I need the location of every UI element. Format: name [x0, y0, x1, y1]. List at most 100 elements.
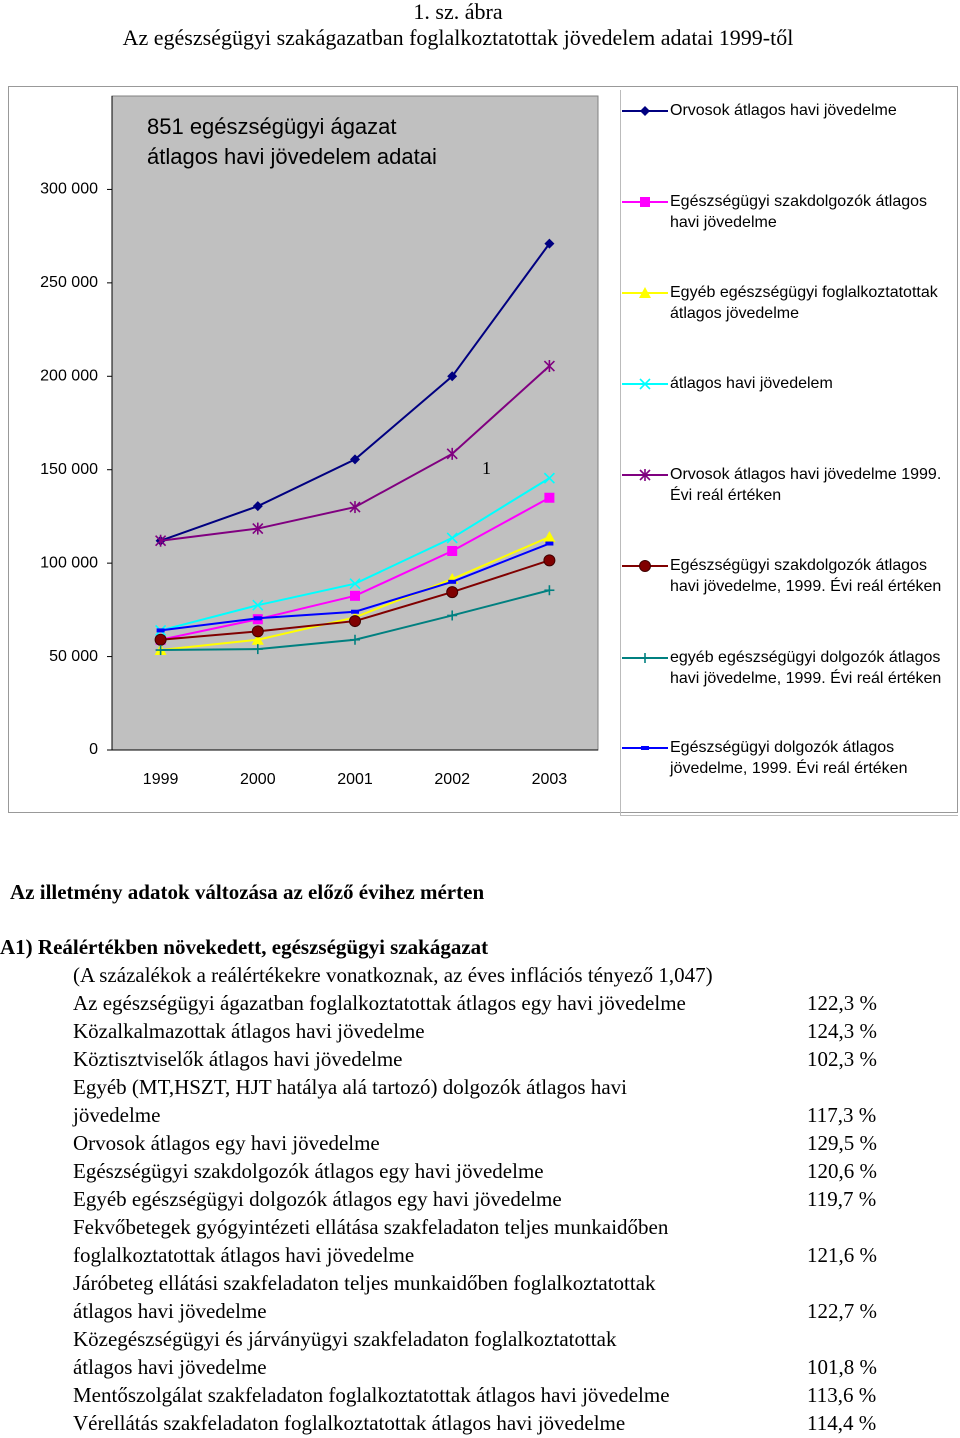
section-title: A1) Reálértékben növekedett, egészségügy…: [0, 935, 489, 959]
marker: [446, 586, 459, 599]
marker-shape: [154, 633, 167, 646]
plot-area: [111, 95, 599, 751]
marker-shape: [639, 560, 651, 572]
row-percent: 122,7 %: [807, 1299, 877, 1323]
figure-title: Az egészségügyi szakágazatban foglalkozt…: [122, 25, 794, 50]
marker-stroke: [639, 378, 651, 390]
row-percent: 117,3 %: [807, 1103, 877, 1127]
legend-symbol: [622, 560, 668, 572]
row-label: Az egészségügyi ágazatban foglalkoztatot…: [73, 991, 686, 1015]
x-tick-label: 2002: [434, 771, 470, 788]
marker-shape: [253, 616, 262, 621]
row-label: Köztisztviselők átlagos havi jövedelme: [73, 1047, 403, 1071]
row-label: foglalkoztatottak átlagos havi jövedelme: [73, 1243, 415, 1267]
marker: [639, 378, 651, 390]
marker: [640, 653, 650, 663]
marker: [640, 106, 650, 116]
row-label: Közegészségügyi és járványügyi szakfelad…: [73, 1327, 617, 1351]
marker-shape: [447, 371, 458, 382]
marker: [155, 645, 166, 656]
chart-title: átlagos havi jövedelem adatai: [147, 144, 437, 169]
legend-symbol: [622, 287, 668, 298]
row-label: Orvosok átlagos egy havi jövedelme: [73, 1131, 380, 1155]
marker: [543, 530, 556, 542]
marker-shape: [544, 238, 555, 249]
x-tick-label: 2003: [532, 771, 568, 788]
marker-stroke: [252, 599, 264, 611]
x-tick-label: 2001: [337, 771, 373, 788]
row-label: Vérellátás szakfeladaton foglalkoztatott…: [73, 1411, 626, 1435]
marker: [543, 360, 555, 373]
legend-label: Egyéb egészségügyi foglalkoztatottak átl…: [670, 284, 938, 322]
legend-label: Orvosok átlagos havi jövedelme 1999. Évi…: [670, 466, 942, 504]
marker: [639, 560, 651, 572]
marker-shape: [640, 197, 650, 207]
y-tick-label: 150 000: [40, 461, 98, 478]
marker: [252, 644, 263, 655]
marker: [251, 633, 264, 645]
marker: [154, 633, 167, 646]
marker-shape: [639, 287, 651, 298]
marker-shape: [545, 541, 554, 546]
series: [154, 554, 556, 646]
legend-symbol: [622, 106, 668, 116]
marker: [544, 492, 555, 503]
row-percent: 102,3 %: [807, 1047, 877, 1071]
series: [156, 541, 554, 633]
row-percent: 113,6 %: [807, 1383, 877, 1407]
marker-stroke: [446, 532, 458, 544]
row-label: Mentőszolgálat szakfeladaton foglalkozta…: [73, 1383, 670, 1407]
legend-symbol: [622, 746, 668, 750]
legend-symbol: [622, 469, 668, 481]
y-tick-label: 100 000: [40, 554, 98, 571]
row-label: Egyéb egészségügyi dolgozók átlagos egy …: [73, 1187, 562, 1211]
marker: [252, 599, 264, 611]
row-percent: 120,6 %: [807, 1159, 877, 1183]
heading: Az illetmény adatok változása az előző é…: [10, 880, 485, 904]
marker: [543, 472, 555, 484]
row-label: Járóbeteg ellátási szakfeladaton teljes …: [73, 1271, 656, 1295]
marker-stroke: [349, 578, 361, 590]
row-label: Egyéb (MT,HSZT, HJT hatálya alá tartozó)…: [73, 1075, 628, 1099]
marker: [350, 590, 360, 601]
chart: 851 egészségügyi ágazat átlagos havi jöve…: [8, 86, 958, 816]
marker: [350, 634, 360, 645]
y-tick-label: 50 000: [49, 648, 98, 665]
marker: [349, 501, 361, 514]
row-label: jövedelme: [73, 1103, 161, 1127]
series: [155, 585, 555, 656]
marker-shape: [447, 545, 458, 556]
series: [155, 360, 555, 547]
legend-label: Egészségügyi dolgozók átlagos jövedelme,…: [670, 739, 908, 777]
legend-label: Egészségügyi szakdolgozók átlagos havi j…: [670, 557, 942, 595]
marker: [640, 197, 650, 207]
row-label: átlagos havi jövedelme: [73, 1299, 267, 1323]
marker: [448, 579, 457, 584]
row-percent: 114,4 %: [807, 1411, 877, 1435]
marker-shape: [640, 106, 650, 116]
chart-title: 851 egészségügyi ágazat: [147, 114, 397, 139]
marker: [544, 238, 555, 249]
figure-label: 1. sz. ábra: [413, 0, 503, 24]
row-label: átlagos havi jövedelme: [73, 1355, 267, 1379]
marker-shape: [351, 609, 359, 614]
marker: [252, 501, 263, 512]
marker: [253, 616, 262, 621]
row-label: Egészségügyi szakdolgozók átlagos egy ha…: [73, 1159, 544, 1183]
y-tick-label: 0: [89, 741, 98, 758]
legend-label: Orvosok átlagos havi jövedelme: [670, 102, 897, 119]
marker: [349, 615, 361, 628]
row-percent: 124,3 %: [807, 1019, 877, 1043]
marker: [350, 454, 360, 465]
y-tick-label: 200 000: [40, 368, 98, 385]
marker-shape: [543, 554, 556, 567]
marker: [446, 532, 458, 544]
row-label: Közalkalmazottak átlagos havi jövedelme: [73, 1019, 425, 1043]
y-tick-label: 300 000: [40, 181, 98, 198]
marker: [543, 554, 556, 567]
series: [155, 472, 555, 636]
marker: [544, 585, 555, 596]
marker: [641, 746, 649, 750]
marker: [349, 578, 361, 590]
